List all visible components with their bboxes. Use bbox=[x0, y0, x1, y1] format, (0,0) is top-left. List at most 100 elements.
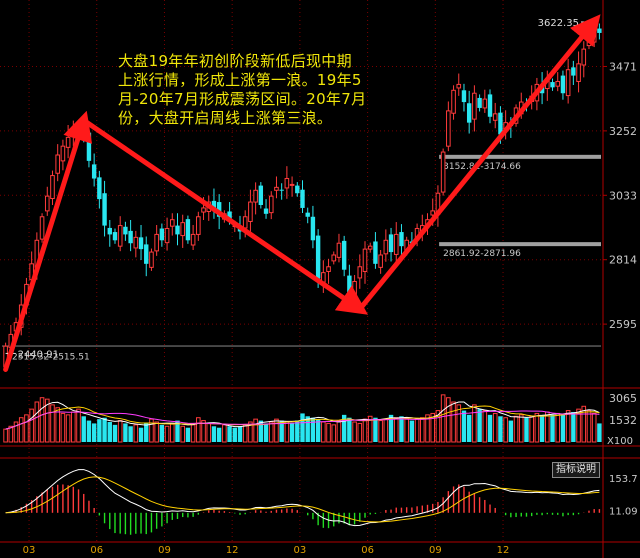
volume-bar-83 bbox=[435, 410, 441, 443]
volume-bar-27 bbox=[144, 423, 149, 442]
volume-bar-81 bbox=[425, 414, 430, 443]
candle-body-11 bbox=[60, 145, 66, 162]
volume-bar-10 bbox=[55, 407, 60, 443]
volume-bar-84 bbox=[440, 394, 446, 443]
volume-bar-1 bbox=[8, 425, 14, 443]
candle-body-110 bbox=[576, 63, 581, 82]
candle-body-49 bbox=[258, 185, 264, 205]
candle-body-108 bbox=[565, 69, 571, 97]
price-tick-label-2: 3033 bbox=[609, 189, 637, 202]
candle-body-30 bbox=[159, 228, 165, 241]
candle-body-25 bbox=[133, 236, 139, 249]
candle-body-72 bbox=[378, 254, 383, 268]
volume-bar-38 bbox=[201, 420, 206, 443]
candle-body-41 bbox=[216, 202, 222, 217]
volume-bar-54 bbox=[284, 421, 290, 443]
candle-body-57 bbox=[300, 189, 305, 208]
volume-ma-line-10 bbox=[5, 405, 600, 430]
price-tick-label-3: 2814 bbox=[609, 254, 637, 267]
candle-body-90 bbox=[472, 92, 477, 120]
volume-bar-47 bbox=[248, 421, 253, 443]
candle-body-23 bbox=[123, 226, 128, 235]
volume-bar-19 bbox=[102, 417, 107, 442]
volume-bar-100 bbox=[524, 417, 529, 442]
volume-bar-56 bbox=[295, 420, 300, 442]
volume-bar-101 bbox=[529, 415, 534, 443]
candle-body-16 bbox=[86, 132, 92, 161]
candle-body-55 bbox=[289, 183, 295, 186]
candle-body-95 bbox=[498, 112, 503, 135]
volume-bar-21 bbox=[112, 424, 118, 442]
candle-body-74 bbox=[388, 234, 394, 253]
candle-body-50 bbox=[263, 208, 269, 214]
volume-bar-108 bbox=[565, 410, 571, 443]
volume-bar-55 bbox=[289, 423, 295, 442]
time-tick-label-6: 09 bbox=[429, 545, 442, 556]
volume-bar-51 bbox=[268, 421, 274, 443]
candle-body-93 bbox=[487, 94, 493, 117]
candle-body-60 bbox=[315, 235, 321, 279]
volume-bar-89 bbox=[466, 414, 472, 442]
volume-bar-109 bbox=[571, 412, 576, 442]
volume-bar-67 bbox=[352, 421, 357, 443]
volume-bar-65 bbox=[341, 414, 347, 442]
annotation-line-4: 份，大盘开启周线上涨第三浪。 bbox=[118, 109, 333, 127]
volume-bar-30 bbox=[159, 424, 165, 442]
candle-body-107 bbox=[560, 75, 566, 94]
volume-bar-76 bbox=[399, 416, 404, 442]
volume-bar-24 bbox=[128, 426, 133, 442]
indicator-explain-button[interactable]: 指标说明 bbox=[552, 462, 600, 478]
volume-bar-57 bbox=[300, 413, 305, 442]
volume-bar-64 bbox=[336, 420, 342, 443]
time-tick-label-5: 06 bbox=[361, 545, 374, 556]
candle-body-64 bbox=[336, 242, 342, 258]
volume-bar-40 bbox=[211, 426, 217, 442]
volume-bar-52 bbox=[274, 418, 279, 443]
candle-body-7 bbox=[39, 216, 45, 240]
volume-bar-90 bbox=[472, 404, 477, 443]
wave-arrow-2 bbox=[81, 117, 369, 315]
volume-bar-12 bbox=[65, 414, 71, 443]
volume-bar-78 bbox=[409, 420, 415, 442]
candle-body-63 bbox=[331, 254, 337, 262]
volume-bar-25 bbox=[133, 424, 139, 443]
wave-arrow-1 bbox=[3, 110, 93, 372]
annotation-line-2: 上涨行情，形成上涨第一浪。19年5 bbox=[118, 71, 362, 89]
time-tick-label-2: 09 bbox=[158, 545, 171, 556]
volume-bar-50 bbox=[263, 423, 269, 442]
volume-unit-label: X100 bbox=[607, 436, 633, 447]
level-band-1 bbox=[439, 154, 601, 159]
candle-body-86 bbox=[451, 89, 456, 114]
candle-body-66 bbox=[347, 275, 352, 294]
volume-tick-label-0: 3065 bbox=[609, 392, 637, 405]
volume-bar-0 bbox=[3, 428, 8, 443]
volume-bar-28 bbox=[149, 418, 154, 443]
volume-bar-59 bbox=[310, 417, 316, 442]
candle-body-36 bbox=[190, 233, 196, 246]
candle-body-113 bbox=[591, 28, 597, 43]
price-tick-label-0: 3471 bbox=[609, 60, 637, 73]
volume-bar-88 bbox=[461, 410, 467, 442]
candle-body-21 bbox=[112, 232, 118, 241]
candle-body-20 bbox=[107, 227, 112, 235]
price-tick-label-4: 2595 bbox=[609, 318, 637, 331]
volume-bar-14 bbox=[76, 408, 81, 443]
volume-bar-37 bbox=[196, 417, 201, 443]
candle-body-29 bbox=[154, 233, 159, 252]
candle-body-58 bbox=[305, 212, 310, 217]
volume-bar-77 bbox=[404, 418, 409, 443]
volume-bar-85 bbox=[446, 397, 451, 443]
high-price-label: 3622.35 bbox=[538, 18, 579, 29]
volume-bar-96 bbox=[503, 417, 508, 443]
candle-body-88 bbox=[461, 90, 467, 103]
volume-bar-6 bbox=[34, 401, 40, 443]
candle-body-28 bbox=[149, 251, 154, 268]
candle-body-37 bbox=[196, 216, 201, 235]
volume-bar-44 bbox=[232, 427, 237, 442]
volume-bar-103 bbox=[539, 414, 545, 442]
volume-bar-8 bbox=[44, 398, 50, 443]
candle-body-32 bbox=[169, 219, 175, 227]
macd-tick-label-1: 11.09 bbox=[609, 506, 638, 517]
annotation-text: 大盘19年年初创阶段新低后现中期 上涨行情，形成上涨第一浪。19年5 月-20年… bbox=[118, 52, 408, 128]
volume-bar-70 bbox=[367, 415, 373, 443]
